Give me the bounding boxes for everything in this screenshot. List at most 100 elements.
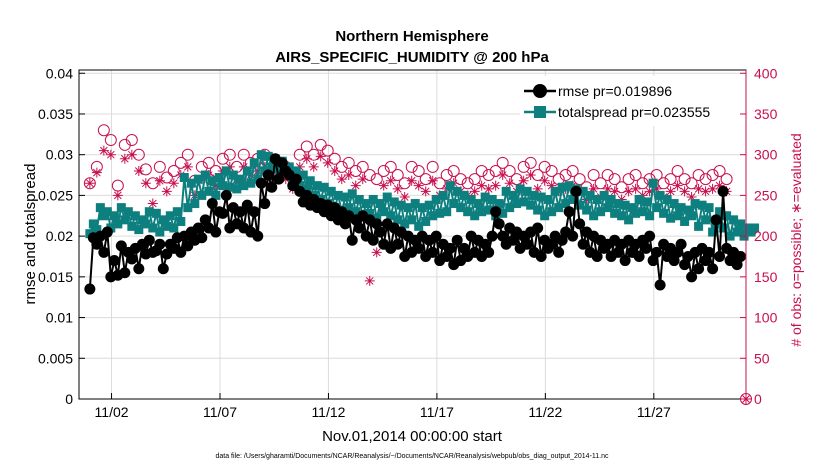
rmse-point [84, 283, 96, 295]
rmse-point [234, 206, 246, 218]
totalspread-point [606, 194, 616, 204]
totalspread-point [508, 190, 518, 200]
totalspread-point [179, 172, 189, 182]
obs-evaluated-point [350, 180, 361, 191]
totalspread-point [466, 194, 476, 204]
totalspread-point [680, 216, 690, 226]
obs-possible-point [454, 173, 467, 186]
rmse-point [553, 246, 565, 258]
totalspread-point [676, 203, 686, 213]
obs-evaluated-point [182, 161, 193, 172]
rmse-point [714, 250, 726, 262]
rmse-point [210, 226, 222, 238]
y2-tick-label: 300 [754, 147, 778, 163]
obs-possible-point [594, 177, 607, 190]
totalspread-point [274, 164, 284, 174]
totalspread-point [403, 203, 413, 213]
totalspread-point [543, 194, 553, 204]
obs-possible-point [692, 169, 705, 182]
obs-evaluated-point [497, 170, 508, 181]
obs-evaluated-point [364, 275, 375, 286]
rmse-point [563, 206, 575, 218]
obs-possible-point [153, 160, 166, 173]
obs-evaluated-point [168, 178, 179, 189]
totalspread-point [589, 211, 599, 221]
obs-evaluated-point [679, 186, 690, 197]
obs-possible-point [629, 169, 642, 182]
obs-possible-point [496, 156, 509, 169]
y-tick-label: 0 [65, 391, 73, 407]
totalspread-point [428, 211, 438, 221]
rmse-point [192, 222, 204, 234]
obs-possible-point [657, 177, 670, 190]
totalspread-point [347, 189, 357, 199]
totalspread-point [113, 219, 123, 229]
totalspread-point [134, 225, 144, 235]
totalspread-point [372, 213, 382, 223]
totalspread-point [627, 203, 637, 213]
rmse-point [367, 234, 379, 246]
totalspread-point [687, 211, 697, 221]
totalspread-point [312, 181, 322, 191]
totalspread-point [736, 219, 746, 229]
totalspread-point [673, 211, 683, 221]
obs-possible-point [720, 173, 733, 186]
legend: rmse pr=0.019896 totalspread pr=0.023555 [520, 76, 740, 126]
obs-evaluated-point [336, 174, 347, 185]
rmse-point [717, 185, 729, 197]
totalspread-point [169, 223, 179, 233]
obs-possible-point [391, 169, 404, 182]
obs-possible-point [468, 173, 481, 186]
obs-evaluated-point [700, 186, 711, 197]
obs-evaluated-point [609, 186, 620, 197]
obs-evaluated-point [546, 180, 557, 191]
obs-possible-point [440, 169, 453, 182]
totalspread-point [449, 199, 459, 209]
rmse-point [483, 246, 495, 258]
totalspread-point [393, 215, 403, 225]
obs-evaluated-point [525, 170, 536, 181]
totalspread-point [701, 215, 711, 225]
totalspread-point [375, 199, 385, 209]
rmse-point [570, 185, 582, 197]
obs-possible-point [111, 179, 124, 192]
totalspread-point [718, 223, 728, 233]
totalspread-point [141, 219, 151, 229]
obs-possible-point [223, 148, 236, 161]
totalspread-point [708, 227, 718, 237]
obs-evaluated-point [322, 157, 333, 168]
totalspread-point [452, 186, 462, 196]
rmse-point [108, 255, 120, 267]
obs-evaluated-point [126, 149, 137, 160]
obs-evaluated-point [651, 183, 662, 194]
rmse-point [101, 226, 113, 238]
rmse-point [374, 226, 386, 238]
totalspread-point [666, 213, 676, 223]
rmse-point [574, 218, 586, 230]
totalspread-point [386, 211, 396, 221]
totalspread-point [263, 151, 273, 161]
totalspread-point [442, 207, 452, 217]
totalspread-point [183, 203, 193, 213]
totalspread-point [218, 181, 228, 191]
obs-evaluated-point [119, 153, 130, 164]
rmse-point [353, 222, 365, 234]
totalspread-point [414, 221, 424, 231]
obs-possible-point [685, 177, 698, 190]
obs-evaluated-point [539, 175, 550, 186]
legend-spread-label: totalspread pr=0.023555 [558, 104, 710, 120]
obs-possible-point [636, 177, 649, 190]
totalspread-point [109, 211, 119, 221]
totalspread-point [214, 172, 224, 182]
totalspread-point [526, 200, 536, 210]
totalspread-point [477, 207, 487, 217]
obs-possible-point [321, 144, 334, 157]
obs-possible-point [363, 169, 376, 182]
totalspread-point [533, 205, 543, 215]
obs-possible-point [587, 169, 600, 182]
rmse-point [143, 234, 155, 246]
totalspread-point [522, 186, 532, 196]
rmse-point [444, 242, 456, 254]
totalspread-point [235, 174, 245, 184]
totalspread-point [165, 211, 175, 221]
